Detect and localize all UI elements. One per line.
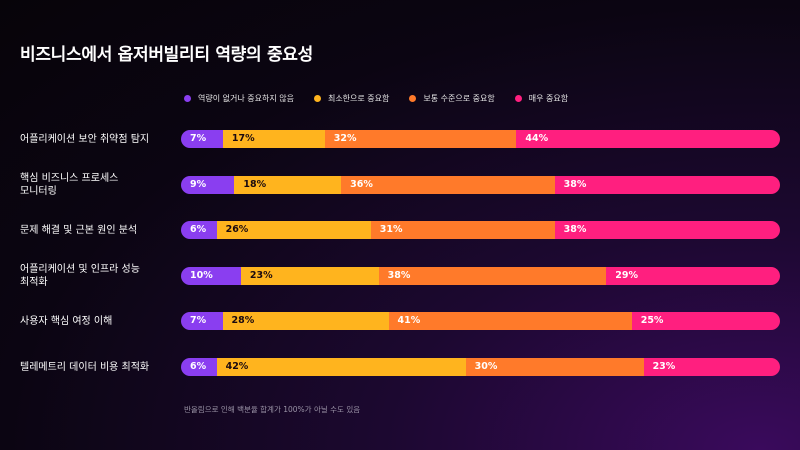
data-label: 44%	[525, 133, 549, 144]
legend-label: 보통 수준으로 중요함	[423, 94, 495, 103]
bar-segment: 32%	[324, 130, 517, 148]
bar-segment: 44%	[516, 130, 780, 148]
data-label: 6%	[190, 361, 207, 372]
data-label: 7%	[190, 315, 207, 327]
bar-segment: 7%	[181, 312, 223, 331]
bar-segment: 7%	[181, 130, 223, 148]
bar-segment: 26%	[216, 221, 371, 240]
legend-label: 매우 중요함	[528, 94, 569, 103]
data-label: 42%	[225, 361, 249, 372]
category-label-line: 텔레메트리 데이터 비용 최적화	[20, 361, 150, 373]
category-label-line: 어플리케이션 보안 취약점 탐지	[20, 133, 150, 145]
data-label: 6%	[190, 224, 207, 236]
category-label: 어플리케이션 보안 취약점 탐지	[20, 133, 170, 146]
bar-segment: 23%	[240, 266, 379, 285]
bar-segment: 25%	[631, 312, 780, 331]
legend-swatch	[184, 95, 191, 102]
stacked-bar: 6% 26% 31% 38%	[181, 221, 780, 240]
category-label: 텔레메트리 데이터 비용 최적화	[20, 361, 170, 374]
bar-segment: 23%	[643, 358, 780, 376]
bar-segment: 10%	[181, 266, 241, 285]
category-label: 사용자 핵심 여정 이해	[20, 315, 170, 328]
bar-segment: 29%	[606, 266, 780, 285]
data-label: 28%	[231, 315, 255, 327]
legend-swatch	[313, 95, 321, 102]
bar-segment: 18%	[234, 175, 342, 194]
chart-title: 비즈니스에서 옵저버빌리티 역량의 중요성	[20, 45, 313, 65]
bar-segment: 38%	[378, 266, 607, 285]
data-label: 32%	[333, 133, 357, 144]
bar-segment: 6%	[181, 358, 217, 376]
data-label: 17%	[231, 133, 255, 144]
category-label-line: 핵심 비즈니스 프로세스	[20, 172, 119, 184]
data-label: 41%	[397, 315, 421, 327]
data-label: 30%	[474, 361, 498, 372]
stacked-bar: 7% 17% 32% 44%	[181, 130, 780, 148]
legend-swatch	[409, 95, 417, 102]
legend-item: 최소한으로 중요함	[313, 93, 390, 104]
legend-item: 매우 중요함	[514, 93, 569, 104]
bar-segment: 28%	[222, 312, 389, 331]
category-label: 핵심 비즈니스 프로세스 모니터링	[20, 172, 170, 198]
data-label: 26%	[225, 224, 249, 236]
data-label: 23%	[249, 269, 273, 281]
stacked-bar: 9% 18% 36% 38%	[181, 175, 780, 194]
data-label: 31%	[379, 224, 403, 236]
bar-segment: 36%	[341, 175, 555, 194]
data-label: 7%	[190, 133, 207, 144]
data-label: 38%	[563, 224, 587, 236]
legend-label: 최소한으로 중요함	[327, 94, 390, 103]
category-label: 어플리케이션 및 인프라 성능 최적화	[20, 263, 170, 289]
data-label: 23%	[652, 361, 676, 372]
bar-segment: 41%	[388, 312, 632, 331]
category-label-line: 모니터링	[20, 185, 57, 197]
category-label-line: 문제 해결 및 근본 원인 분석	[20, 224, 138, 236]
data-label: 10%	[190, 269, 213, 281]
footnote: 반올림으로 인해 백분율 합계가 100%가 아닐 수도 있음	[184, 405, 361, 414]
legend: 역량이 없거나 중요하지 않음 최소한으로 중요함 보통 수준으로 중요함 매우 중요…	[184, 93, 568, 104]
bar-segment: 42%	[216, 358, 466, 376]
bar-segment: 30%	[465, 358, 644, 376]
bar-segment: 38%	[554, 221, 780, 240]
category-label-line: 어플리케이션 및 인프라 성능	[20, 263, 140, 275]
data-label: 18%	[243, 178, 267, 190]
data-label: 25%	[640, 315, 664, 327]
data-label: 9%	[190, 178, 207, 190]
bar-segment: 6%	[181, 221, 217, 240]
legend-item: 보통 수준으로 중요함	[409, 93, 495, 104]
stacked-bar: 10% 23% 38% 29%	[181, 266, 780, 285]
bar-segment: 17%	[222, 130, 325, 148]
bar-segment: 31%	[370, 221, 555, 240]
bar-segment: 9%	[181, 175, 235, 194]
data-label: 38%	[387, 269, 411, 281]
legend-item: 역량이 없거나 중요하지 않음	[184, 93, 294, 104]
category-label: 문제 해결 및 근본 원인 분석	[20, 224, 170, 237]
legend-swatch	[514, 95, 522, 102]
stacked-bar: 7% 28% 41% 25%	[181, 312, 780, 331]
data-label: 29%	[615, 269, 639, 281]
bar-segment: 38%	[554, 175, 780, 194]
legend-label: 역량이 없거나 중요하지 않음	[198, 94, 294, 103]
category-label-line: 최적화	[20, 276, 48, 288]
stacked-bar: 6% 42% 30% 23%	[181, 358, 780, 376]
category-label-line: 사용자 핵심 여정 이해	[20, 315, 113, 327]
data-label: 38%	[563, 178, 587, 190]
data-label: 36%	[350, 178, 373, 190]
